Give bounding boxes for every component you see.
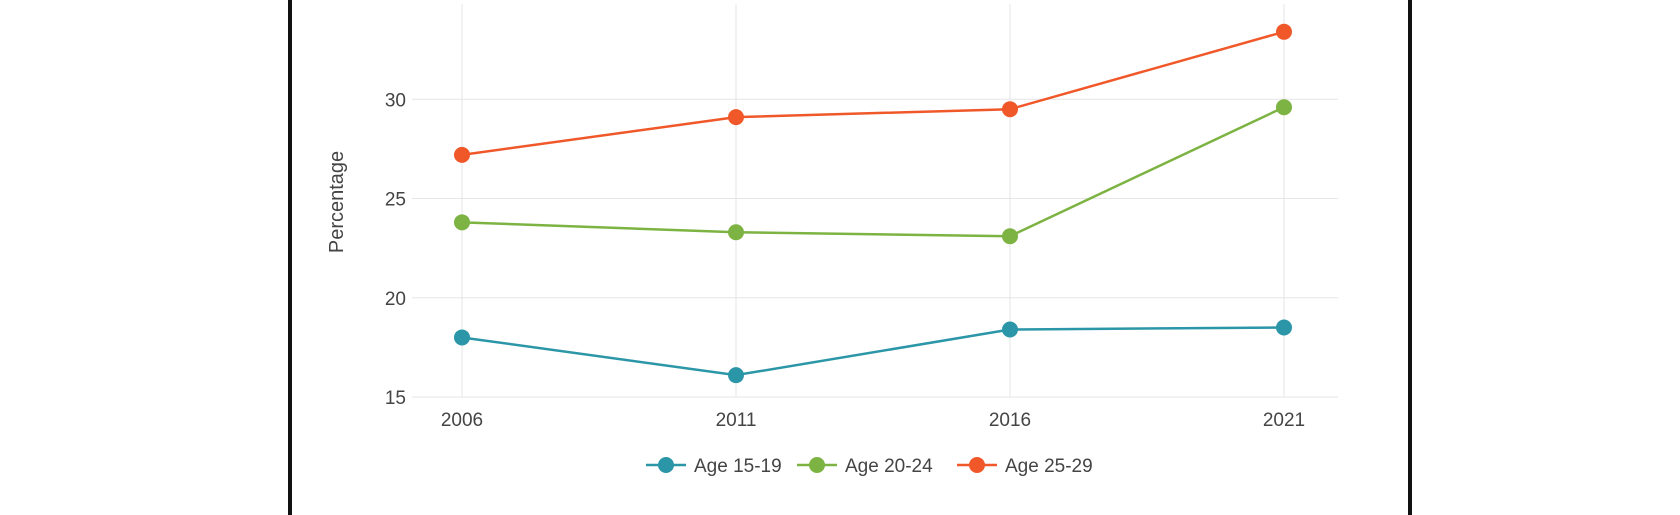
- data-point: [1276, 23, 1292, 40]
- data-point: [454, 146, 470, 163]
- data-point: [728, 109, 744, 126]
- x-tick-label: 2021: [1263, 410, 1305, 431]
- data-point: [1002, 321, 1018, 338]
- series-line: [461, 326, 1285, 377]
- y-axis-ticks: 15 20 25 30: [385, 90, 406, 409]
- y-tick-label: 20: [385, 289, 406, 310]
- x-tick-label: 2006: [441, 410, 483, 431]
- y-tick-label: 30: [385, 90, 406, 111]
- grid-lines: [412, 4, 1338, 398]
- chart-frame: [288, 0, 1412, 515]
- legend: Age 15-19 Age 20-24 Age 25-29: [646, 456, 1093, 477]
- data-point: [1276, 99, 1292, 116]
- data-point: [1276, 319, 1292, 336]
- x-axis-ticks: 2006 2011 2016 2021: [441, 410, 1305, 431]
- y-tick-label: 25: [385, 190, 406, 211]
- legend-marker: [969, 457, 985, 473]
- legend-marker: [809, 457, 825, 473]
- data-point: [454, 329, 470, 346]
- legend-label: Age 20-24: [845, 456, 933, 477]
- data-point: [454, 214, 470, 231]
- y-tick-label: 15: [385, 388, 406, 409]
- legend-marker: [658, 457, 674, 473]
- legend-label: Age 25-29: [1005, 456, 1093, 477]
- legend-label: Age 15-19: [694, 456, 782, 477]
- data-point: [1002, 228, 1018, 245]
- series-line: [461, 106, 1285, 238]
- series-group: [454, 23, 1292, 384]
- x-tick-label: 2011: [716, 410, 757, 431]
- data-point: [728, 224, 744, 241]
- x-tick-label: 2016: [989, 410, 1031, 431]
- data-point: [728, 367, 744, 384]
- series-line: [461, 30, 1285, 157]
- data-point: [1002, 101, 1018, 118]
- y-axis-label: Percentage: [326, 151, 348, 253]
